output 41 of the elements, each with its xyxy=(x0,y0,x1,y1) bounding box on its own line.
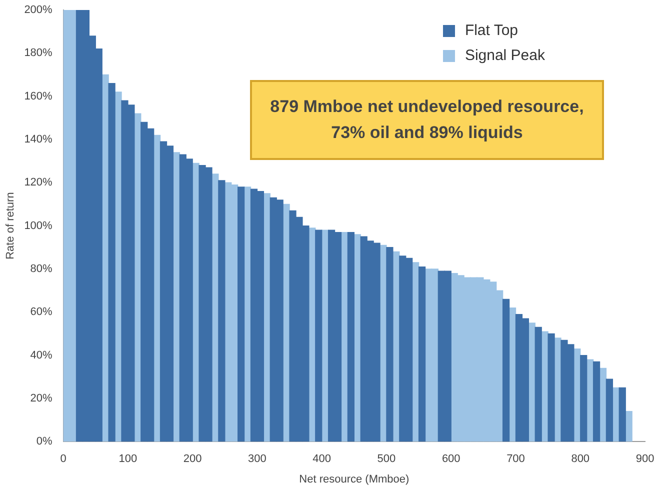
x-tick-label: 700 xyxy=(506,453,525,466)
annotation: 879 Mmboe net undeveloped resource, 73% oil and 89% liquids xyxy=(250,80,604,160)
x-tick-label: 400 xyxy=(312,453,332,466)
bar xyxy=(606,378,614,442)
legend-label: Signal Peak xyxy=(464,47,545,64)
bar xyxy=(418,266,426,442)
bar xyxy=(347,232,354,442)
y-tick-label: 160% xyxy=(24,90,53,102)
bar xyxy=(580,354,588,442)
bar xyxy=(548,333,555,442)
x-tick-label: 900 xyxy=(636,453,654,466)
x-axis-title: Net resource (Mmboe) xyxy=(299,473,410,486)
legend-label: Flat Top xyxy=(464,22,518,39)
bar xyxy=(618,387,626,442)
y-tick-label: 140% xyxy=(24,134,53,146)
x-tick-label: 300 xyxy=(248,453,266,466)
bar xyxy=(218,180,226,442)
bar xyxy=(592,361,600,442)
bar xyxy=(108,83,116,442)
x-tick-label: 200 xyxy=(183,453,202,466)
x-tick-label: 0 xyxy=(60,453,66,466)
x-tick-label: 600 xyxy=(442,453,460,466)
y-tick-label: 0% xyxy=(36,436,53,448)
bar xyxy=(502,298,510,442)
y-tick-label: 180% xyxy=(24,47,53,60)
y-tick-label: 20% xyxy=(30,392,53,404)
x-tick-label: 100 xyxy=(118,453,138,466)
y-axis-title: Rate of return xyxy=(4,192,17,260)
bar xyxy=(625,411,632,442)
y-tick-label: 120% xyxy=(24,176,53,189)
x-tick-label: 500 xyxy=(377,453,396,466)
x-tick-label: 800 xyxy=(571,453,590,466)
bar xyxy=(238,186,245,442)
y-tick-label: 40% xyxy=(30,349,53,362)
bar xyxy=(534,326,542,442)
bar xyxy=(315,230,322,442)
bar xyxy=(386,247,394,442)
y-tick-label: 200% xyxy=(24,4,53,16)
y-tick-label: 80% xyxy=(30,262,53,275)
y-tick-label: 60% xyxy=(30,306,53,318)
y-tick-label: 100% xyxy=(24,220,53,232)
